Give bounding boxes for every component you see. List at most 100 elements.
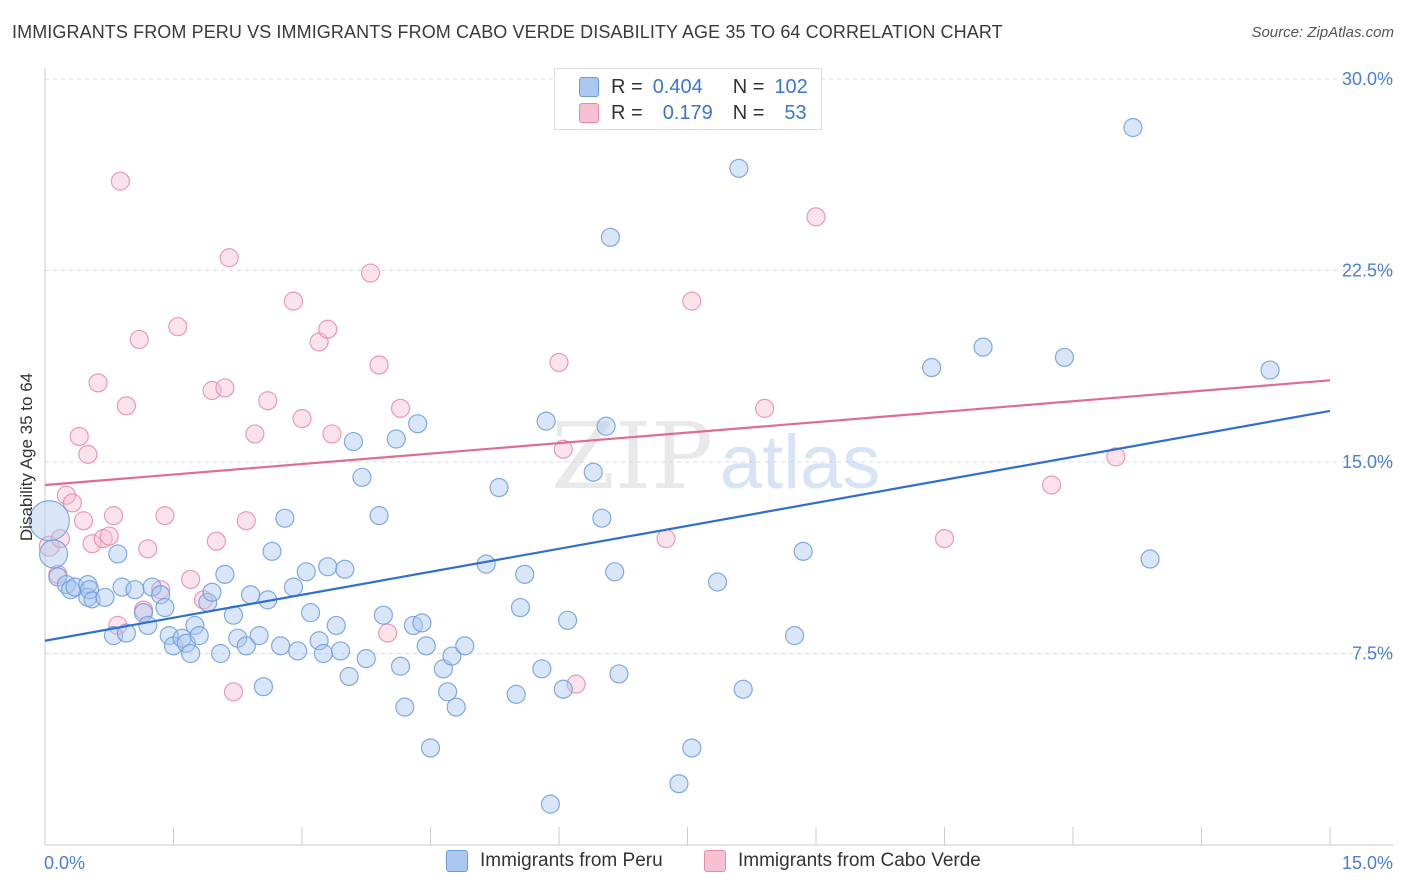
point-peru bbox=[151, 585, 171, 605]
x-tick-label: 15.0% bbox=[1342, 853, 1393, 873]
point-peru bbox=[536, 411, 556, 431]
point-peru bbox=[326, 615, 346, 636]
point-peru bbox=[489, 477, 509, 498]
point-peru bbox=[973, 337, 993, 357]
source-credit: Source: ZipAtlas.com bbox=[1251, 24, 1394, 41]
point-peru bbox=[262, 541, 282, 561]
point-peru bbox=[202, 582, 222, 602]
point-peru bbox=[476, 554, 496, 574]
stats-row-peru: R = 0.404 N = 102 bbox=[579, 74, 808, 100]
point-peru bbox=[733, 679, 753, 699]
point-peru bbox=[253, 677, 274, 697]
point-peru bbox=[296, 562, 316, 582]
point-peru bbox=[412, 613, 432, 633]
point-cabo-verde bbox=[215, 378, 235, 398]
point-peru bbox=[116, 623, 136, 643]
legend-label-cabo-verde: Immigrants from Cabo Verde bbox=[738, 850, 981, 871]
point-peru bbox=[553, 679, 573, 699]
legend-label-peru: Immigrants from Peru bbox=[480, 850, 663, 871]
watermark-atlas: atlas bbox=[720, 420, 881, 505]
n-value: 102 bbox=[774, 75, 808, 98]
point-cabo-verde bbox=[168, 317, 188, 337]
point-peru bbox=[682, 738, 702, 758]
point-cabo-verde bbox=[78, 444, 98, 464]
point-peru bbox=[386, 429, 406, 449]
point-peru bbox=[609, 664, 629, 684]
point-peru bbox=[236, 636, 256, 656]
r-value: 0.404 bbox=[652, 75, 703, 98]
point-peru bbox=[38, 539, 69, 569]
r-label: R = bbox=[611, 101, 643, 124]
point-peru bbox=[181, 643, 201, 664]
point-peru bbox=[95, 587, 115, 607]
point-peru bbox=[283, 577, 304, 597]
point-cabo-verde bbox=[283, 291, 304, 311]
point-peru bbox=[506, 684, 526, 704]
watermark: ZIP atlas bbox=[551, 403, 880, 510]
point-peru bbox=[395, 697, 415, 717]
point-cabo-verde bbox=[292, 408, 312, 429]
legend-item-peru[interactable]: Immigrants from Peru bbox=[446, 850, 663, 872]
point-peru bbox=[318, 557, 338, 577]
point-peru bbox=[275, 508, 295, 528]
y-axis-title: Disability Age 35 to 64 bbox=[17, 373, 36, 541]
stats-legend: R = 0.404 N = 102 R = 0.179 N = 53 bbox=[554, 68, 822, 130]
point-peru bbox=[605, 562, 625, 582]
legend-swatch-peru bbox=[446, 850, 468, 872]
point-peru bbox=[313, 643, 334, 664]
point-cabo-verde bbox=[245, 424, 265, 444]
point-cabo-verde bbox=[682, 291, 702, 311]
point-peru bbox=[1054, 347, 1075, 367]
y-tick-label: 7.5% bbox=[1352, 644, 1393, 664]
point-cabo-verde bbox=[129, 329, 149, 350]
point-peru bbox=[330, 641, 351, 661]
grid-lines bbox=[45, 78, 1393, 654]
point-peru bbox=[79, 580, 100, 600]
point-cabo-verde bbox=[181, 569, 201, 590]
point-peru bbox=[390, 656, 411, 676]
swatch-cabo-verde bbox=[579, 103, 599, 123]
point-peru bbox=[416, 636, 436, 656]
point-cabo-verde bbox=[56, 485, 77, 505]
stats-row-cabo-verde: R = 0.179 N = 53 bbox=[579, 100, 807, 126]
point-cabo-verde bbox=[116, 396, 136, 416]
point-cabo-verde bbox=[103, 506, 124, 526]
point-cabo-verde bbox=[754, 398, 775, 418]
r-label: R = bbox=[611, 75, 643, 98]
point-cabo-verde bbox=[73, 511, 94, 531]
point-cabo-verde bbox=[390, 398, 411, 418]
point-peru bbox=[241, 585, 261, 605]
points-layer bbox=[28, 117, 1280, 814]
y-tick-label: 15.0% bbox=[1342, 452, 1393, 472]
point-peru bbox=[592, 508, 612, 528]
point-peru bbox=[583, 462, 603, 482]
point-peru bbox=[138, 615, 158, 636]
point-peru bbox=[600, 227, 621, 247]
chart-title: IMMIGRANTS FROM PERU VS IMMIGRANTS FROM … bbox=[12, 22, 1003, 42]
series-legend: Immigrants from Peru Immigrants from Cab… bbox=[0, 850, 1406, 880]
point-peru bbox=[669, 774, 689, 794]
point-peru bbox=[446, 697, 466, 717]
point-cabo-verde bbox=[82, 534, 102, 554]
point-cabo-verde bbox=[155, 506, 175, 526]
point-cabo-verde bbox=[88, 373, 108, 393]
point-peru bbox=[335, 559, 355, 579]
point-peru bbox=[1140, 549, 1160, 569]
point-peru bbox=[125, 580, 145, 600]
point-cabo-verde bbox=[369, 355, 389, 375]
point-peru bbox=[189, 626, 209, 646]
point-peru bbox=[784, 626, 805, 646]
point-cabo-verde bbox=[549, 352, 569, 373]
point-peru bbox=[729, 158, 749, 178]
y-tick-label: 30.0% bbox=[1342, 69, 1393, 89]
point-cabo-verde bbox=[62, 493, 83, 513]
point-peru bbox=[300, 603, 321, 623]
trend-line-cabo-verde bbox=[44, 379, 1331, 487]
point-cabo-verde bbox=[553, 439, 573, 459]
legend-item-cabo-verde[interactable]: Immigrants from Cabo Verde bbox=[704, 850, 981, 872]
point-cabo-verde bbox=[38, 535, 60, 557]
point-peru bbox=[515, 564, 535, 584]
point-cabo-verde bbox=[219, 248, 239, 268]
point-cabo-verde bbox=[1106, 447, 1126, 467]
n-label: N = bbox=[732, 75, 765, 98]
